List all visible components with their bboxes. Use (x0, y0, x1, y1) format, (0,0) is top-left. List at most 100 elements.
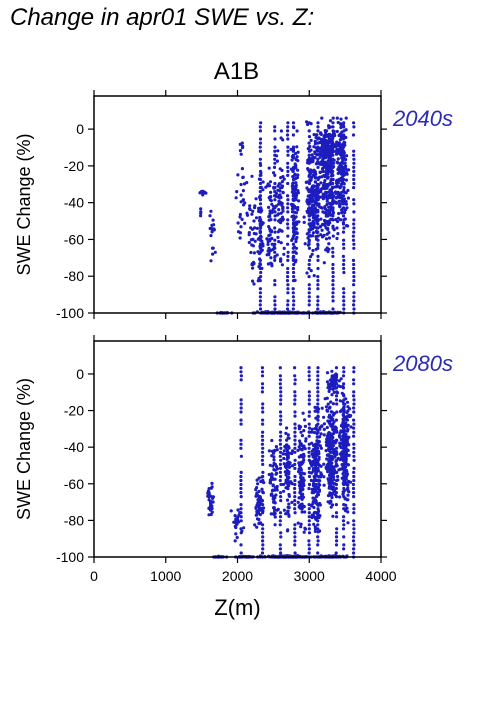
y-tick-label: -20 (64, 403, 84, 419)
data-point (232, 520, 236, 524)
data-point (304, 437, 308, 441)
data-point (270, 236, 274, 241)
data-point (316, 149, 320, 153)
data-point (290, 482, 294, 486)
data-point (307, 214, 311, 218)
data-point (323, 224, 327, 228)
data-point (291, 145, 296, 149)
data-point (330, 384, 334, 388)
data-point (312, 478, 316, 482)
data-point (342, 370, 346, 374)
data-point (328, 432, 332, 436)
data-point (316, 279, 320, 283)
data-point (341, 491, 346, 495)
data-point (331, 299, 335, 303)
data-point (278, 466, 283, 470)
data-point (279, 434, 283, 438)
data-point (313, 499, 317, 503)
data-point (286, 149, 290, 153)
data-point (258, 125, 262, 129)
data-point (352, 202, 356, 206)
data-points (198, 116, 356, 315)
data-point (278, 450, 283, 454)
data-point (316, 486, 320, 491)
data-point (324, 226, 328, 230)
data-point (334, 491, 338, 495)
y-tick-label: -40 (64, 439, 84, 455)
data-point (326, 441, 330, 445)
data-point (258, 250, 263, 254)
data-point (316, 295, 320, 299)
data-point (261, 410, 265, 414)
data-point (270, 242, 274, 246)
data-point (342, 382, 346, 386)
data-point (330, 461, 334, 465)
data-point (307, 266, 311, 271)
data-point (316, 198, 320, 202)
data-point (293, 398, 297, 402)
data-point (345, 482, 349, 486)
data-point (316, 254, 320, 258)
data-point (243, 201, 247, 205)
data-point (239, 370, 243, 374)
data-point (293, 434, 297, 438)
data-point (344, 415, 348, 419)
data-point (285, 448, 289, 452)
data-point (329, 137, 333, 141)
data-point (258, 173, 262, 177)
data-point (326, 402, 330, 406)
y-tick-label: -40 (64, 195, 84, 211)
data-point (345, 506, 349, 510)
data-point (352, 218, 356, 222)
data-point (331, 387, 335, 391)
data-point (320, 116, 324, 120)
data-point (260, 370, 265, 374)
data-point (243, 221, 247, 225)
data-point (312, 463, 316, 467)
data-point (338, 148, 342, 153)
data-point (316, 458, 320, 462)
data-point (324, 405, 328, 409)
data-point (239, 200, 243, 204)
data-point (344, 432, 348, 436)
data-point (294, 183, 298, 187)
data-point (258, 222, 262, 226)
data-point (352, 125, 356, 129)
data-point (291, 246, 295, 250)
data-point (334, 462, 338, 466)
data-point (266, 240, 270, 244)
data-point (272, 499, 276, 503)
data-point (307, 398, 311, 402)
data-point (260, 386, 265, 390)
data-point (278, 382, 282, 386)
data-point (286, 218, 290, 222)
data-point (286, 121, 290, 125)
data-point (286, 222, 290, 226)
data-point (316, 382, 320, 386)
data-point (287, 470, 291, 474)
data-point (307, 507, 311, 511)
data-point (341, 194, 346, 198)
data-point (250, 174, 254, 178)
data-point (337, 165, 341, 169)
data-point (337, 434, 341, 438)
data-point (342, 438, 346, 442)
data-point (273, 279, 277, 283)
data-point (341, 527, 346, 531)
data-point (260, 434, 264, 438)
data-point (277, 240, 281, 244)
data-point (335, 129, 339, 134)
data-point (342, 133, 346, 137)
data-point (346, 188, 350, 193)
data-point (285, 279, 290, 283)
data-point (291, 250, 295, 254)
data-point (258, 299, 262, 303)
data-point (342, 299, 346, 303)
data-point (329, 151, 334, 155)
data-point (261, 503, 265, 507)
data-point (293, 531, 297, 535)
data-point (208, 226, 212, 231)
data-point (331, 202, 335, 206)
data-point (329, 400, 333, 404)
data-point (261, 242, 265, 246)
